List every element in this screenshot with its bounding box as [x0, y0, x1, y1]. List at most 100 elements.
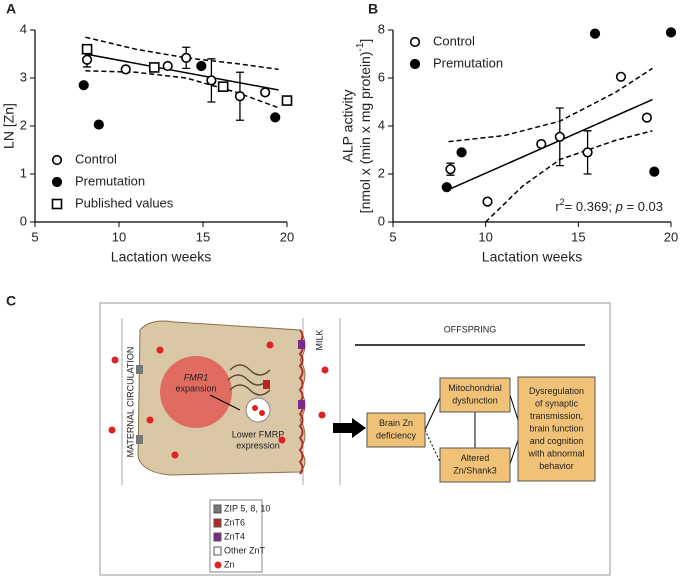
point: [649, 166, 660, 177]
arrow: [509, 439, 519, 465]
legend-marker: [51, 176, 63, 188]
y-axis-label-part: [nmol x (min x mg protein): [357, 51, 373, 213]
znt6: [263, 380, 270, 389]
y-tick-label: 4: [20, 21, 27, 36]
legend-text: Zn: [224, 559, 235, 569]
legend-icon: [213, 532, 222, 542]
y-tick-label: 8: [378, 21, 385, 36]
annotation-part: = 0.03: [623, 199, 663, 214]
flow-box-text: Dysregulation: [529, 386, 584, 396]
point: [641, 112, 653, 123]
point: [441, 182, 452, 193]
legend-marker: [409, 36, 421, 48]
offspring-label: OFFSPRING: [444, 324, 497, 334]
point: [589, 28, 601, 39]
x-tick-label: 10: [478, 229, 492, 244]
annotation-part: p: [615, 199, 623, 214]
fit-line: [448, 98, 653, 191]
legend-label: Published values: [75, 195, 174, 210]
y-axis-label: LN [Zn]: [1, 103, 17, 149]
point: [536, 138, 547, 150]
y-tick-label: 2: [378, 165, 385, 180]
legend-label: Control: [75, 151, 117, 166]
point: [456, 147, 467, 158]
zn: [108, 426, 116, 434]
zn: [321, 366, 329, 374]
fmrp-label: Lower FMRP: [232, 429, 285, 439]
point: [206, 75, 217, 86]
expansion-label: expansion: [175, 383, 216, 393]
point: [81, 54, 93, 65]
x-tick-label: 10: [112, 229, 126, 244]
point: [281, 95, 293, 106]
y-tick-label: 0: [378, 213, 385, 228]
big-arrow: [333, 418, 366, 438]
legend-label: Premutation: [433, 55, 503, 70]
zn: [171, 451, 179, 459]
panel-label: B: [368, 1, 378, 17]
legend-text: ZnT6: [224, 517, 245, 527]
flow-box-text: Altered: [461, 453, 490, 463]
flow-box-text: and cognition: [530, 436, 584, 446]
point: [615, 71, 627, 82]
legend-text: ZIP 5, 8, 10: [224, 503, 270, 513]
x-axis-label: Lactation weeks: [111, 249, 211, 265]
zip-transporter: [136, 435, 143, 444]
arrow: [424, 429, 441, 463]
fit-line: [85, 53, 279, 91]
znt4: [298, 400, 305, 409]
vesicle: [245, 397, 271, 423]
zip-transporter: [136, 365, 143, 374]
confidence-band: [85, 70, 279, 109]
x-tick-label: 5: [31, 229, 38, 244]
point: [148, 62, 160, 73]
annotation-part: 2: [560, 197, 565, 207]
point: [665, 27, 677, 38]
point: [554, 131, 565, 142]
x-axis-label: Lactation weeks: [482, 249, 582, 265]
point: [81, 43, 93, 55]
point: [234, 91, 246, 102]
flow-box: [439, 447, 511, 483]
panel-label: A: [6, 1, 16, 17]
flow-box: [439, 377, 511, 413]
flow-box: [517, 376, 596, 482]
zn: [252, 405, 258, 411]
legend-marker: [51, 154, 63, 166]
znt4: [298, 340, 305, 349]
x-tick-label: 20: [280, 229, 294, 244]
x-tick-label: 15: [196, 229, 210, 244]
flow-box-text: transmission,: [530, 411, 583, 421]
legend-icon: [213, 518, 222, 528]
legend-label: Control: [433, 33, 475, 48]
flow-box-text: Mitochondrial: [448, 383, 502, 393]
flow-box-text: behavior: [539, 461, 574, 471]
legend-label: Premutation: [75, 173, 145, 188]
point: [181, 52, 192, 63]
milk-label: MILK: [314, 329, 324, 350]
point: [120, 64, 131, 75]
y-tick-label: 0: [20, 213, 27, 228]
zn: [278, 436, 286, 444]
flow-box-text: Zn/Shank3: [453, 466, 497, 476]
point: [445, 164, 456, 175]
zn: [259, 410, 265, 416]
legend-icon: [213, 546, 222, 556]
arrow: [209, 394, 241, 411]
point: [217, 81, 229, 92]
annotation: r2= 0.369; p = 0.03: [555, 197, 663, 214]
flow-box-text: with abnormal: [527, 448, 584, 458]
y-tick-label: 4: [378, 117, 385, 132]
point: [582, 147, 593, 158]
zn: [146, 416, 154, 424]
legend-marker: [51, 198, 63, 210]
zn: [318, 411, 326, 419]
legend-text: ZnT4: [224, 531, 245, 541]
flow-box-text: deficiency: [376, 431, 417, 441]
y-axis-label-part: -1: [355, 42, 366, 51]
legend-text: Other ZnT: [224, 545, 266, 555]
golgi: [227, 364, 271, 396]
zn: [111, 356, 119, 364]
zn: [266, 341, 274, 349]
